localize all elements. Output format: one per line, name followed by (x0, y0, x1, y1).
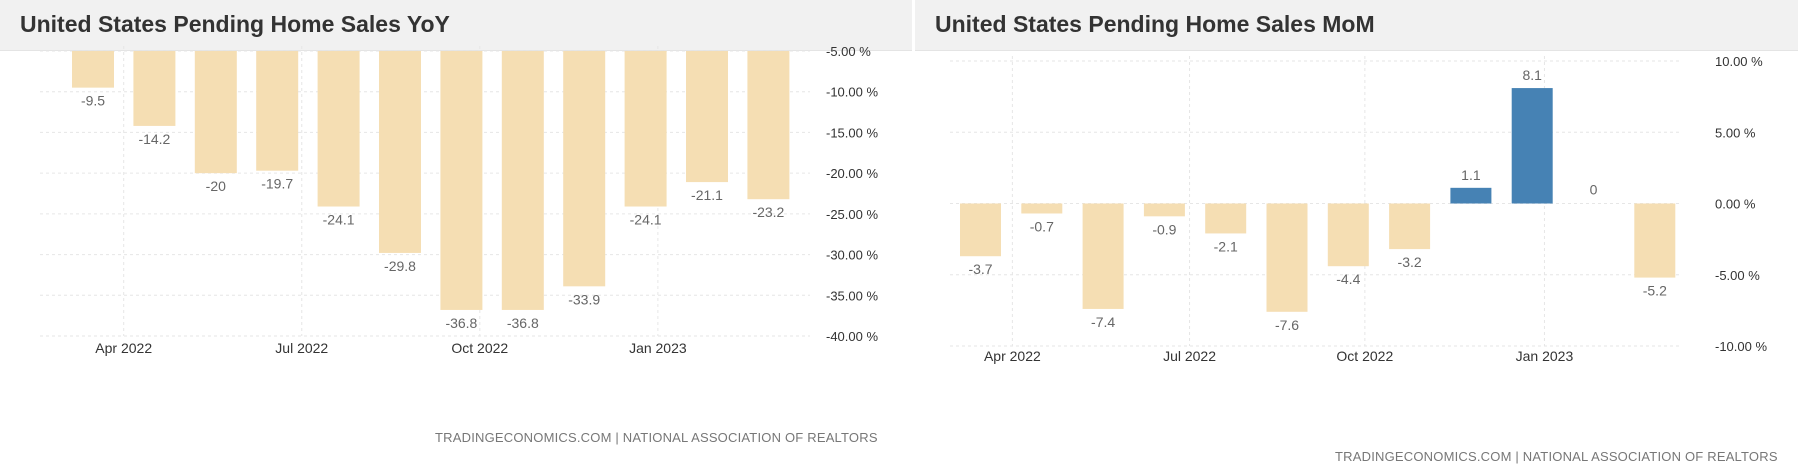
bar (747, 51, 790, 200)
bar (194, 51, 237, 174)
bar (501, 51, 544, 310)
y-tick-label: -20.00 % (826, 166, 878, 181)
x-tick-label: Jan 2023 (1516, 348, 1574, 364)
y-tick-label: -5.00 % (1715, 268, 1760, 283)
bar-value-label: -21.1 (691, 187, 723, 203)
mom-chart-title: United States Pending Home Sales MoM (935, 11, 1375, 37)
bar (133, 51, 176, 126)
x-tick-label: Oct 2022 (1336, 348, 1393, 364)
bar (440, 51, 483, 310)
y-tick-label: -25.00 % (826, 207, 878, 222)
yoy-bar-chart: -5.00 % -10.00 % -15.00 % -20.00 % -25.00 % -… (40, 44, 878, 356)
mom-chart-header: United States Pending Home Sales MoM (915, 0, 1798, 51)
bar (72, 51, 114, 88)
bar (960, 203, 1001, 257)
bar-value-label: -2.1 (1214, 238, 1238, 254)
y-tick-label: 5.00 % (1715, 125, 1756, 140)
mom-source-credit: TRADINGECONOMICS.COM | NATIONAL ASSOCIAT… (1335, 449, 1778, 464)
x-tick-label: Oct 2022 (451, 340, 508, 356)
bar-value-label: 0 (1590, 182, 1598, 198)
bar (1450, 187, 1492, 204)
bar (256, 51, 299, 171)
yoy-source-credit: TRADINGECONOMICS.COM | NATIONAL ASSOCIAT… (435, 430, 878, 445)
bar-value-label: -3.7 (968, 261, 992, 277)
x-tick-label: Jan 2023 (629, 340, 687, 356)
y-tick-label: -40.00 % (826, 329, 878, 344)
bar-value-label: -7.4 (1091, 314, 1115, 330)
bar-value-label: -7.6 (1275, 317, 1299, 333)
y-tick-label: -15.00 % (826, 125, 878, 140)
mom-bar-chart: 10.00 % 5.00 % 0.00 % -5.00 % -10.00 % Apr 20… (950, 54, 1767, 364)
bar-value-label: -5.2 (1643, 283, 1667, 299)
bar-value-label: -20 (206, 178, 226, 194)
bar (379, 51, 421, 253)
bar (317, 51, 360, 207)
bar-value-label: -0.9 (1152, 221, 1176, 237)
x-tick-label: Jul 2022 (1163, 348, 1216, 364)
bar (1266, 203, 1308, 312)
bar (1021, 203, 1063, 214)
y-tick-label: -10.00 % (826, 85, 878, 100)
bar-value-label: -23.2 (752, 204, 784, 220)
x-tick-label: Apr 2022 (984, 348, 1041, 364)
mom-chart-panel: United States Pending Home Sales MoM 10.… (915, 0, 1798, 476)
bar-value-label: -33.9 (568, 291, 600, 307)
bar (563, 51, 606, 287)
bar (1511, 88, 1553, 204)
bar-value-label: -4.4 (1336, 271, 1360, 287)
bar (686, 51, 728, 183)
bar-value-label: -36.8 (445, 315, 477, 331)
bar-value-label: -14.2 (138, 131, 170, 147)
y-tick-label: -5.00 % (826, 44, 871, 59)
bar (1389, 203, 1431, 250)
bar-value-label: 1.1 (1461, 167, 1481, 183)
y-tick-label: -35.00 % (826, 288, 878, 303)
bar-value-label: 8.1 (1522, 67, 1542, 83)
bar (1327, 203, 1369, 267)
bar (624, 51, 667, 207)
y-tick-label: -10.00 % (1715, 339, 1767, 354)
y-tick-label: 0.00 % (1715, 197, 1756, 212)
bar-value-label: -9.5 (81, 93, 105, 109)
y-tick-label: -30.00 % (826, 248, 878, 263)
bar-value-label: -24.1 (323, 212, 355, 228)
bar (1082, 203, 1124, 309)
y-tick-label: 10.00 % (1715, 54, 1763, 69)
x-tick-label: Jul 2022 (275, 340, 328, 356)
bar-value-label: -3.2 (1398, 254, 1422, 270)
bar-value-label: -19.7 (261, 176, 293, 192)
bar (1205, 203, 1247, 234)
bar (1634, 203, 1676, 278)
x-tick-label: Apr 2022 (95, 340, 152, 356)
bar (1143, 203, 1185, 217)
bar-value-label: -24.1 (630, 212, 662, 228)
yoy-chart-panel: United States Pending Home Sales YoY -5.… (0, 0, 912, 445)
bar-value-label: -0.7 (1030, 218, 1054, 234)
bar-value-label: -29.8 (384, 258, 416, 274)
bar-value-label: -36.8 (507, 315, 539, 331)
yoy-chart-header: United States Pending Home Sales YoY (0, 0, 912, 51)
yoy-chart-title: United States Pending Home Sales YoY (20, 11, 450, 37)
